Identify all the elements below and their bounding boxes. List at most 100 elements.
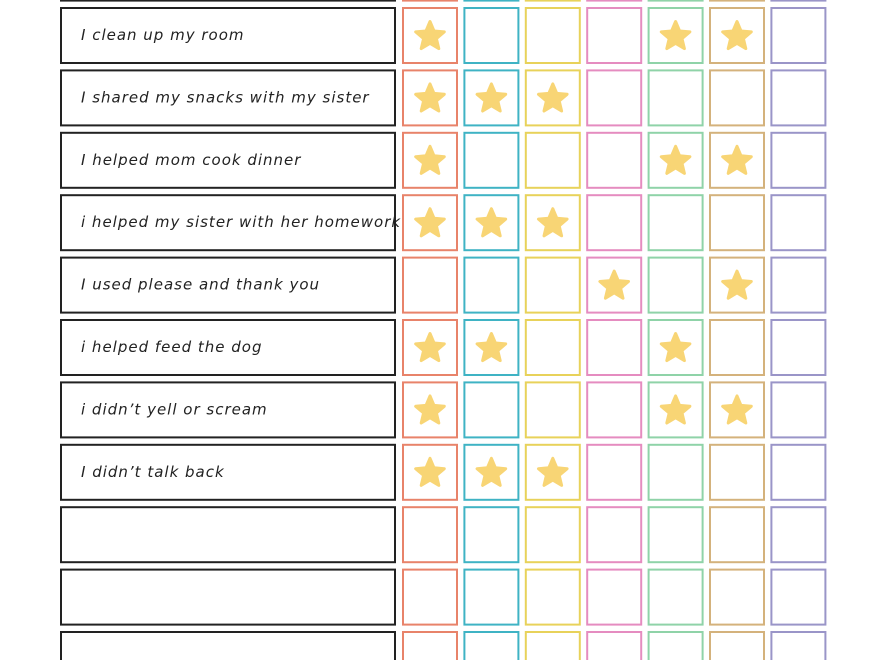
star [475,332,508,363]
day-cell [586,7,643,64]
day-cell [586,381,643,439]
day-cell [770,7,827,64]
day-cell [586,319,643,376]
star [414,20,446,51]
task-box [60,7,396,64]
star [414,456,446,487]
day-cell [770,568,827,626]
task-label: I shared my snacks with my sister [81,88,370,106]
day-cell [709,7,765,64]
star [721,269,753,300]
star [721,144,753,175]
star [414,207,446,238]
task-box [60,131,396,189]
day-cell [463,381,520,439]
day-cell [647,0,704,2]
day-cell [647,506,704,564]
star [537,82,569,113]
task-box [60,319,396,376]
day-cell [647,631,704,660]
day-cell [524,631,581,660]
star [598,269,630,300]
day-cell [709,319,765,376]
day-cell [709,443,765,501]
day-cell [770,0,827,2]
day-cell [463,631,520,660]
day-cell [647,69,704,127]
day-cell [524,319,581,376]
day-cell [709,631,765,660]
task-box [60,631,396,660]
task-box [60,568,396,626]
task-label: I used please and thank you [81,276,320,294]
task-box [60,194,396,252]
day-cell [463,506,520,564]
star [659,394,692,425]
day-cell [463,131,520,189]
day-cell [770,443,827,501]
task-box [60,381,396,439]
day-cell [709,194,765,252]
day-cell [770,194,827,252]
day-cell [770,131,827,189]
day-cell [770,506,827,564]
day-cell [586,568,643,626]
day-cell [524,506,581,564]
star [659,144,692,175]
task-label: i didn’t yell or scream [81,400,268,418]
star [659,20,692,51]
task-box [60,256,396,314]
day-cell [709,568,765,626]
day-cell [402,194,458,252]
day-cell [402,568,458,626]
star [414,144,446,175]
day-cell [709,506,765,564]
day-cell [524,381,581,439]
task-box [60,506,396,564]
task-label: I clean up my room [81,26,245,44]
day-cell [524,0,581,2]
day-cell [402,256,458,314]
task-box [60,443,396,501]
day-cell [586,194,643,252]
day-cell [770,69,827,127]
star [537,207,569,238]
star [537,456,569,487]
day-cell [524,7,581,64]
day-cell [770,381,827,439]
day-cell [586,506,643,564]
star [721,394,753,425]
star [414,394,446,425]
day-cell [586,631,643,660]
day-cell [647,319,704,376]
task-box [60,0,396,2]
day-cell [586,131,643,189]
day-cell [524,256,581,314]
day-cell [770,319,827,376]
task-label: i helped feed the dog [81,338,263,356]
day-cell [463,0,520,2]
day-cell [402,631,458,660]
star [475,207,508,238]
day-cell [647,568,704,626]
day-cell [463,7,520,64]
day-cell [709,69,765,127]
task-label: I didn’t talk back [81,463,225,481]
day-cell [524,568,581,626]
day-cell [463,256,520,314]
day-cell [524,131,581,189]
day-cell [402,506,458,564]
day-cell [770,256,827,314]
day-cell [647,256,704,314]
day-cell [586,0,643,2]
day-cell [586,69,643,127]
day-cell [463,568,520,626]
day-cell [647,194,704,252]
day-cell [524,194,581,252]
star [659,332,692,363]
task-label: I helped mom cook dinner [81,151,301,169]
star [414,332,446,363]
day-cell [709,0,765,2]
